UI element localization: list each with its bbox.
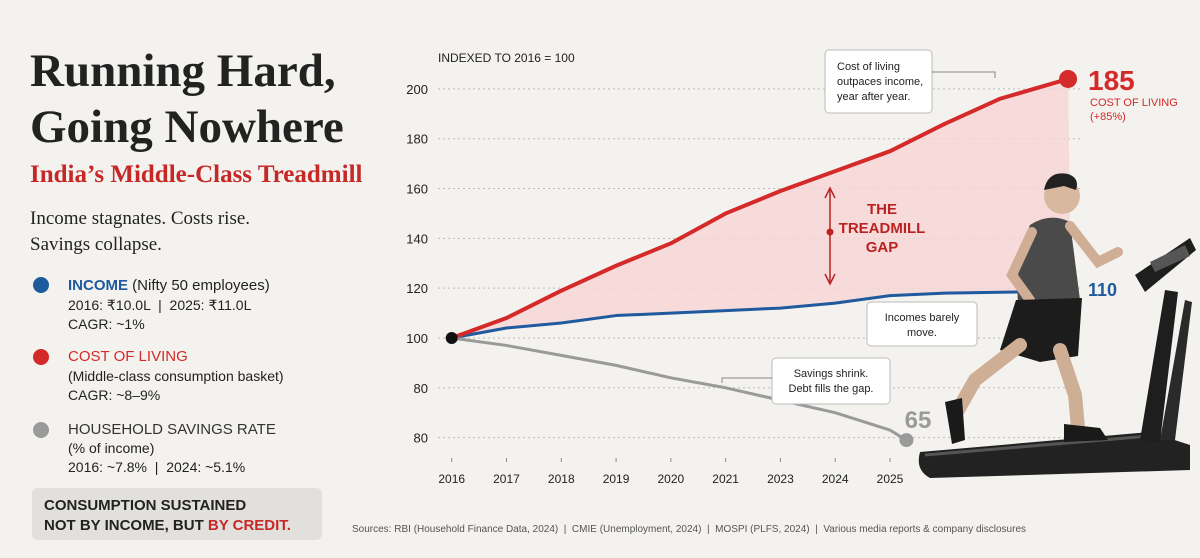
y-tick-label: 180 xyxy=(406,132,428,147)
annotation: Debt fills the gap. xyxy=(789,383,874,395)
sources: Sources: RBI (Household Finance Data, 20… xyxy=(352,524,1026,535)
series-line xyxy=(451,336,908,442)
x-tick-label: 2025 xyxy=(877,472,904,486)
series-line xyxy=(451,77,1069,340)
annotation: year after year. xyxy=(837,91,910,103)
annotation: Incomes barely xyxy=(885,312,960,324)
title: Running Hard, xyxy=(30,45,336,97)
leader-line xyxy=(932,71,996,78)
callout: NOT BY INCOME, BUT BY CREDIT. xyxy=(44,517,291,534)
end-label: 110 xyxy=(1088,280,1117,300)
x-tick-label: 2021 xyxy=(712,472,739,486)
y-tick-label: 80 xyxy=(414,431,428,446)
gap-dot xyxy=(826,228,834,236)
gap-arrowheads xyxy=(824,186,836,286)
legend-label: HOUSEHOLD SAVINGS RATE xyxy=(68,421,276,438)
axis-label: INDEXED TO 2016 = 100 xyxy=(438,51,575,65)
annotation: Cost of living xyxy=(837,61,900,73)
y-tick-label: 100 xyxy=(406,331,428,346)
legend-label: INCOME xyxy=(68,277,128,294)
end-dot xyxy=(899,433,914,448)
x-tick-label: 2024 xyxy=(822,472,849,486)
legend-detail: 2016: ~7.8% | 2024: ~5.1% xyxy=(68,459,245,475)
plot: 200 180 160 140 120 100 80 80 2016 2017 2018 2019 20… xyxy=(406,65,1178,486)
callout-emphasis: BY CREDIT. xyxy=(208,517,291,534)
end-dot xyxy=(1059,69,1078,88)
legend-marker xyxy=(33,277,49,293)
end-note: COST OF LIVING xyxy=(1090,97,1178,109)
callout: CONSUMPTION SUSTAINED xyxy=(44,497,246,514)
legend-description: (% of income) xyxy=(68,440,154,456)
y-tick-label: 200 xyxy=(406,82,428,97)
intro: Income stagnates. Costs rise. xyxy=(30,208,250,229)
legend-description: (Nifty 50 employees) xyxy=(128,277,270,294)
annotation-box xyxy=(866,301,978,347)
end-label: 65 xyxy=(905,407,932,434)
gap-label: THE xyxy=(867,201,897,218)
subtitle: India’s Middle-Class Treadmill xyxy=(30,161,363,188)
legend-marker xyxy=(33,349,49,365)
runner-illustration xyxy=(918,173,1196,478)
legend-detail: 2016: ₹10.0L | 2025: ₹11.0L xyxy=(68,297,252,313)
leader-line xyxy=(721,377,772,383)
legend-detail: CAGR: ~1% xyxy=(68,316,145,332)
title: Going Nowhere xyxy=(30,101,344,153)
start-dot xyxy=(445,331,458,344)
x-tick-label: 2018 xyxy=(548,472,575,486)
annotation: outpaces income, xyxy=(837,76,923,88)
callout-text: NOT BY INCOME, BUT xyxy=(44,517,208,534)
y-tick-label: 80 xyxy=(414,381,428,396)
y-tick-label: 160 xyxy=(406,182,428,197)
gap-label: GAP xyxy=(866,239,899,256)
end-label: 185 xyxy=(1088,65,1135,96)
annotation-box xyxy=(824,49,933,114)
series-line xyxy=(451,289,1071,340)
x-tick-label: 2023 xyxy=(767,472,794,486)
gap-label: TREADMILL xyxy=(839,220,926,237)
intro: Savings collapse. xyxy=(30,234,162,255)
y-tick-label: 120 xyxy=(406,281,428,296)
legend-detail: CAGR: ~8–9% xyxy=(68,387,160,403)
x-tick-label: 2016 xyxy=(438,472,465,486)
x-tick-label: 2019 xyxy=(603,472,630,486)
annotation-box xyxy=(771,357,891,405)
annotation: Savings shrink. xyxy=(794,368,869,380)
x-tick-label: 2017 xyxy=(493,472,520,486)
gap-fill xyxy=(451,78,1071,338)
callout-box xyxy=(32,488,322,540)
end-note: (+85%) xyxy=(1090,111,1126,123)
legend-label: COST OF LIVING xyxy=(68,348,188,365)
legend-name: INCOME (Nifty 50 employees) xyxy=(68,277,270,294)
annotation: move. xyxy=(907,327,937,339)
legend-description: (Middle-class consumption basket) xyxy=(68,368,284,384)
y-tick-label: 140 xyxy=(406,231,428,246)
legend-marker xyxy=(33,422,49,438)
x-tick-label: 2020 xyxy=(658,472,685,486)
